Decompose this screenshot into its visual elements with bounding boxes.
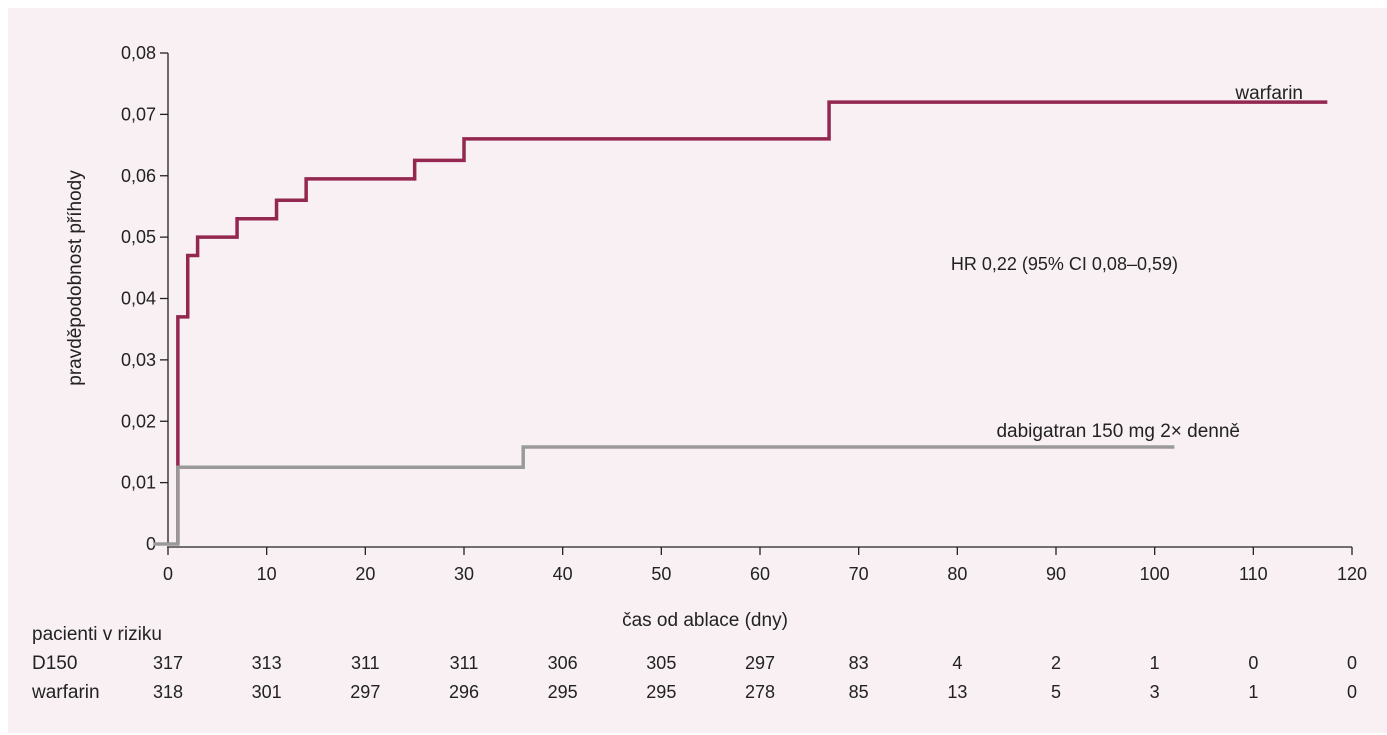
- x-tick-label: 90: [1046, 564, 1066, 584]
- risk-cell: 1: [1150, 653, 1160, 673]
- series-label-dabigatran: dabigatran 150 mg 2× denně: [996, 421, 1240, 442]
- risk-cell: 305: [646, 653, 676, 673]
- risk-cell: 5: [1051, 682, 1061, 702]
- risk-cell: 85: [849, 682, 869, 702]
- x-tick-label: 50: [651, 564, 671, 584]
- x-tick-label: 0: [163, 564, 173, 584]
- risk-cell: 313: [252, 653, 282, 673]
- risk-cell: 297: [350, 682, 380, 702]
- risk-cell: 278: [745, 682, 775, 702]
- chart-panel: 0 0,01 0,02 0,03 0,04 0,05 0,06 0,07 0,08 0 10 20 30…: [8, 8, 1387, 733]
- y-tick-label: 0,06: [121, 166, 156, 186]
- y-tick-label: 0: [146, 534, 156, 554]
- x-tick-label: 70: [849, 564, 869, 584]
- x-tick-label: 110: [1239, 564, 1268, 584]
- y-tick-label: 0,03: [121, 350, 156, 370]
- risk-cell: 311: [351, 653, 380, 673]
- y-tick-label: 0,05: [121, 227, 156, 247]
- risk-cell: 295: [548, 682, 578, 702]
- risk-cell: 4: [952, 653, 962, 673]
- x-axis-label: čas od ablace (dny): [622, 610, 788, 631]
- risk-table: D150 317 313 311 311 306 305 297 83 4 2 1 0 0warfarin…: [31, 653, 1357, 703]
- risk-cell: 295: [646, 682, 676, 702]
- risk-cell: 0: [1248, 653, 1258, 673]
- risk-cell: 3: [1150, 682, 1160, 702]
- risk-cell: 2: [1051, 653, 1061, 673]
- hr-annotation: HR 0,22 (95% CI 0,08–0,59): [951, 254, 1178, 274]
- y-tick-label: 0,07: [121, 104, 156, 124]
- risk-cell: 311: [450, 653, 479, 673]
- risk-cell: 317: [153, 653, 183, 673]
- risk-table-title: pacienti v riziku: [32, 624, 162, 645]
- y-axis-label: pravděpodobnost příhody: [65, 170, 86, 386]
- risk-cell: 297: [745, 653, 775, 673]
- y-tick-label: 0,04: [121, 289, 156, 309]
- risk-cell: 0: [1347, 682, 1357, 702]
- series-line-warfarin: [176, 100, 1328, 544]
- risk-cell: 296: [449, 682, 479, 702]
- risk-cell: 1: [1248, 682, 1258, 702]
- km-chart: 00,010,020,030,040,050,060,070,080 10 20 30…: [31, 43, 1367, 703]
- y-tick-label: 0,08: [121, 43, 156, 63]
- x-tick-label: 20: [355, 564, 375, 584]
- risk-cell: 306: [548, 653, 578, 673]
- x-tick-label: 80: [947, 564, 967, 584]
- risk-row-label: D150: [32, 653, 77, 674]
- x-tick-label: 120: [1337, 564, 1367, 584]
- risk-cell: 301: [252, 682, 282, 702]
- risk-cell: 318: [153, 682, 183, 702]
- y-tick-label: 0,02: [121, 411, 156, 431]
- risk-cell: 83: [849, 653, 869, 673]
- x-tick-label: 60: [750, 564, 770, 584]
- axes: 0 0,01 0,02 0,03 0,04 0,05 0,06 0,07 0,08 0 10 20 30…: [121, 43, 1367, 584]
- risk-cell: 13: [947, 682, 967, 702]
- series-line-dabigatran: [153, 445, 1175, 546]
- x-tick-label: 100: [1140, 564, 1170, 584]
- series-lines: [153, 100, 1328, 546]
- risk-cell: 0: [1347, 653, 1357, 673]
- series-label-warfarin: warfarin: [1234, 83, 1303, 104]
- x-tick-label: 10: [257, 564, 277, 584]
- risk-row-label: warfarin: [31, 682, 100, 703]
- chart-labels: pravděpodobnost příhody čas od ablace (d…: [32, 83, 1303, 645]
- y-tick-label: 0,01: [121, 473, 156, 493]
- x-tick-label: 30: [454, 564, 474, 584]
- x-tick-label: 40: [553, 564, 573, 584]
